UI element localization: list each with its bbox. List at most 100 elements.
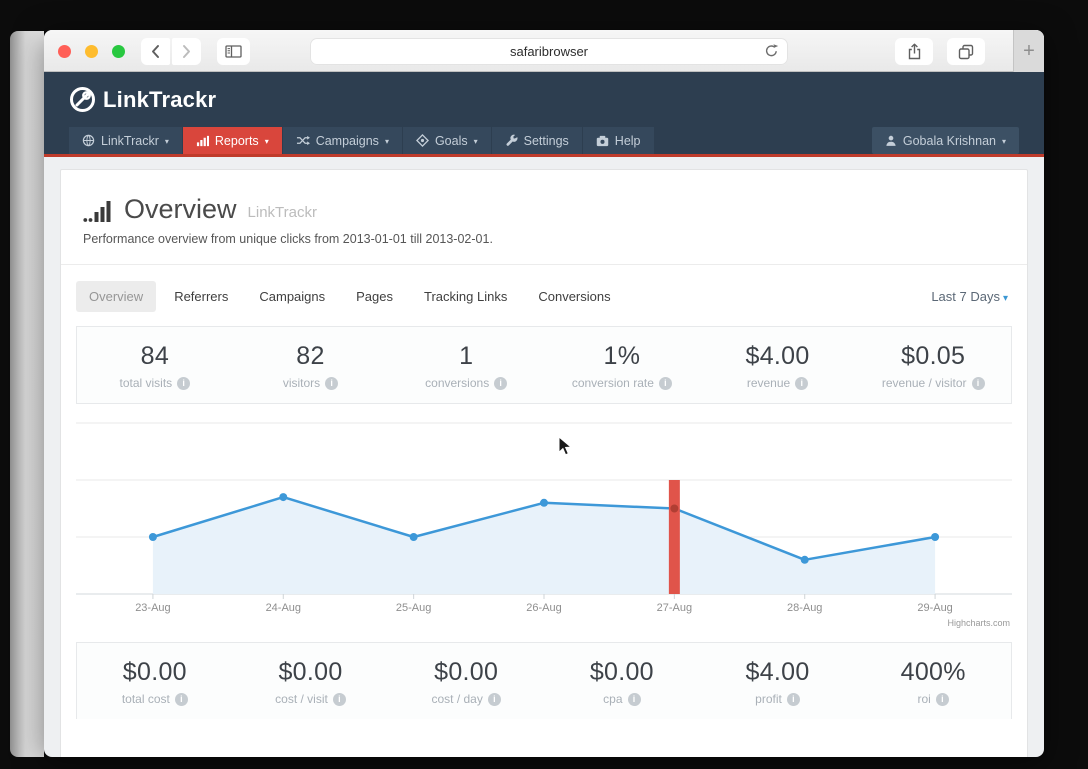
chevron-right-icon [180, 44, 193, 59]
background-window-edge [10, 31, 44, 757]
nav-item-goals[interactable]: Goals ▾ [402, 127, 491, 154]
window-controls [58, 45, 125, 58]
tab-overview[interactable]: Overview [76, 281, 157, 312]
info-icon[interactable]: i [658, 376, 672, 390]
show-tabs-button[interactable] [947, 38, 985, 65]
svg-text:27-Aug: 27-Aug [657, 602, 692, 614]
back-button[interactable] [141, 38, 170, 65]
person-icon [885, 134, 897, 147]
caret-down-icon: ▾ [384, 136, 389, 146]
nav-label: Reports [214, 133, 259, 148]
tab-tracking-links[interactable]: Tracking Links [424, 289, 508, 304]
stat-total-visits: 84 total visits i [77, 327, 233, 403]
browser-toolbar: safaribrowser + [44, 30, 1044, 72]
svg-text:28-Aug: 28-Aug [787, 602, 822, 614]
svg-text:29-Aug: 29-Aug [917, 602, 952, 614]
nav-item-campaigns[interactable]: Campaigns ▾ [282, 127, 402, 154]
safari-window: safaribrowser + LinkTrackr [44, 30, 1044, 757]
chevron-left-icon [149, 44, 162, 59]
diamond-target-icon [415, 134, 429, 147]
caret-down-icon: ▾ [264, 136, 269, 146]
info-icon[interactable]: i [487, 692, 501, 706]
stat-revenue: $4.00 revenue i [745, 342, 810, 390]
new-tab-button[interactable]: + [1013, 30, 1044, 72]
share-button[interactable] [895, 38, 933, 65]
report-tabs: Overview Referrers Campaigns Pages Track… [61, 265, 1027, 326]
stat-visitors: 82 visitors i [233, 327, 389, 403]
marker-bar [668, 480, 680, 594]
date-range-label: Last 7 Days [931, 289, 1000, 304]
address-bar[interactable]: safaribrowser [310, 38, 788, 65]
stat-conversion-rate: 1% conversion rate i [544, 327, 700, 403]
tabs-overview-icon [958, 44, 974, 60]
caret-down-icon: ▾ [1002, 293, 1008, 304]
stat-roi: 400% roi i [900, 658, 966, 706]
forward-button[interactable] [172, 38, 201, 65]
stat-conversions: 1 conversions i [388, 327, 544, 403]
zoom-window-button[interactable] [112, 45, 125, 58]
stat-profit: $4.00 profit i [745, 658, 810, 706]
info-icon[interactable]: i [325, 376, 339, 390]
page-title-brand: LinkTrackr [247, 204, 317, 221]
globe-icon [82, 134, 95, 147]
highcharts-credit[interactable]: Highcharts.com [947, 618, 1010, 628]
logo-text: LinkTrackr [103, 86, 217, 112]
stats-row-top: 84 total visits i 82 visitors i 1 conversi… [76, 326, 1012, 404]
share-icon [907, 43, 922, 60]
logo[interactable]: LinkTrackr [44, 72, 1044, 127]
nav-label: Settings [523, 133, 569, 148]
stat-cost-visit: $0.00 cost / visit i [233, 643, 389, 719]
stat-total-cost: $0.00 total cost i [121, 658, 188, 706]
info-icon[interactable]: i [174, 692, 188, 706]
page-content: Overview LinkTrackr Performance overview… [44, 157, 1044, 757]
info-icon[interactable]: i [786, 692, 800, 706]
minimize-window-button[interactable] [85, 45, 98, 58]
stat-revenue-visitor: $0.05 revenue / visitor i [855, 327, 1011, 403]
linktrackr-header: LinkTrackr LinkTrackr ▾ Reports ▾ [44, 72, 1044, 157]
nav-item-settings[interactable]: Settings [491, 127, 582, 154]
info-icon[interactable]: i [494, 376, 508, 390]
stat-cpa: $0.00 cpa i [589, 658, 654, 706]
bar-chart-icon [196, 134, 209, 147]
visits-area [152, 497, 936, 594]
tab-referrers[interactable]: Referrers [174, 289, 229, 304]
page-subtitle: Performance overview from unique clicks … [83, 232, 493, 246]
caret-down-icon: ▾ [473, 136, 478, 146]
info-icon[interactable]: i [795, 376, 809, 390]
tab-pages[interactable]: Pages [356, 289, 394, 304]
nav-item-linktrackr[interactable]: LinkTrackr ▾ [69, 127, 182, 154]
sidebar-toggle-button[interactable] [217, 38, 250, 65]
info-icon[interactable]: i [971, 376, 985, 390]
svg-text:24-Aug: 24-Aug [266, 602, 301, 614]
user-name: Gobala Krishnan [902, 133, 996, 148]
reload-icon[interactable] [764, 43, 779, 59]
mouse-cursor [558, 435, 573, 462]
shuffle-icon [296, 134, 310, 147]
nav-label: Campaigns [315, 133, 379, 148]
wrench-icon [505, 134, 518, 147]
visits-points [148, 493, 940, 564]
info-icon[interactable]: i [332, 692, 346, 706]
camera-icon [596, 135, 609, 147]
info-icon[interactable]: i [935, 692, 949, 706]
card-header: Overview LinkTrackr Performance overview… [61, 170, 1027, 265]
svg-text:25-Aug: 25-Aug [396, 602, 431, 614]
svg-text:23-Aug: 23-Aug [135, 602, 170, 614]
nav-label: Goals [434, 133, 468, 148]
caret-down-icon: ▾ [164, 136, 169, 146]
sidebar-panel-icon [225, 44, 242, 59]
tab-conversions[interactable]: Conversions [538, 289, 611, 304]
address-bar-text: safaribrowser [509, 44, 589, 59]
info-icon[interactable]: i [627, 692, 641, 706]
nav-label: LinkTrackr [101, 133, 159, 148]
tab-campaigns[interactable]: Campaigns [259, 289, 326, 304]
date-range-selector[interactable]: Last 7 Days ▾ [931, 289, 1012, 304]
overview-card: Overview LinkTrackr Performance overview… [60, 169, 1028, 757]
close-window-button[interactable] [58, 45, 71, 58]
user-menu[interactable]: Gobala Krishnan ▾ [871, 127, 1019, 154]
linktrackr-logo-icon [69, 86, 96, 113]
nav-item-help[interactable]: Help [582, 127, 654, 154]
info-icon[interactable]: i [177, 376, 191, 390]
main-navbar: LinkTrackr ▾ Reports ▾ Campaigns ▾ [44, 127, 1044, 157]
nav-item-reports[interactable]: Reports ▾ [182, 127, 282, 154]
